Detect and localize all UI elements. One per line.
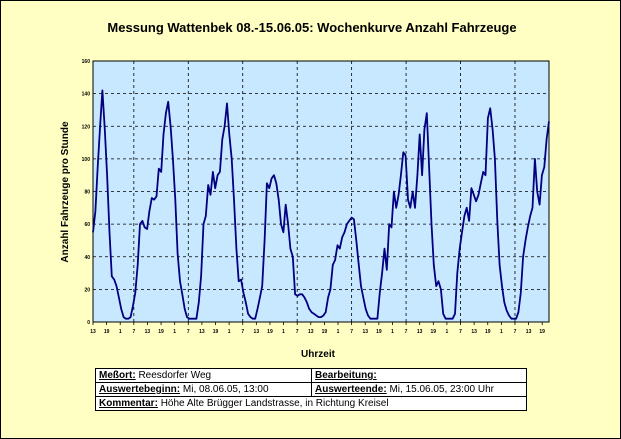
x-tick-label: 1	[228, 329, 231, 335]
messort-value: Reesdorfer Weg	[138, 370, 212, 381]
x-tick-label: 19	[158, 329, 164, 335]
x-tick-label: 1	[282, 329, 285, 335]
x-tick-label: 13	[199, 329, 205, 335]
x-tick-label: 13	[90, 329, 96, 335]
x-tick-label: 13	[471, 329, 477, 335]
info-table: Meßort: Reesdorfer Weg Bearbeitung: Ausw…	[95, 368, 527, 411]
x-tick-label: 19	[267, 329, 273, 335]
y-tick-label: 60	[84, 222, 90, 228]
chart-title: Messung Wattenbek 08.-15.06.05: Wochenku…	[107, 20, 516, 35]
y-tick-label: 0	[87, 320, 90, 326]
x-tick-label: 1	[119, 329, 122, 335]
x-axis-title: Uhrzeit	[301, 349, 336, 360]
ende-label: Auswerteende:	[315, 384, 387, 395]
x-tick-label: 7	[132, 329, 135, 335]
x-tick-label: 7	[459, 329, 462, 335]
messort-cell: Meßort: Reesdorfer Weg	[96, 369, 311, 382]
x-tick-label: 13	[526, 329, 532, 335]
messort-label: Meßort:	[99, 370, 136, 381]
info-row-3: Kommentar: Höhe Alte Brügger Landstrasse…	[96, 397, 526, 410]
x-tick-label: 13	[362, 329, 368, 335]
x-tick-label: 1	[337, 329, 340, 335]
x-tick-label: 13	[308, 329, 314, 335]
kommentar-cell: Kommentar: Höhe Alte Brügger Landstrasse…	[96, 397, 392, 410]
x-tick-label: 19	[376, 329, 382, 335]
x-tick-label: 7	[350, 329, 353, 335]
kommentar-value: Höhe Alte Brügger Landstrasse, in Richtu…	[160, 398, 389, 409]
bearbeitung-cell: Bearbeitung:	[311, 369, 526, 382]
y-tick-label: 80	[84, 190, 90, 196]
y-tick-label: 40	[84, 255, 90, 261]
beginn-label: Auswertebeginn:	[99, 384, 181, 395]
x-tick-label: 1	[446, 329, 449, 335]
series-line	[92, 89, 550, 320]
bearbeitung-label: Bearbeitung:	[315, 370, 377, 381]
x-tick-label: 19	[213, 329, 219, 335]
x-tick-label: 7	[405, 329, 408, 335]
beginn-cell: Auswertebeginn: Mi, 08.06.05, 13:00	[96, 383, 311, 396]
y-axis-title: Anzahl Fahrzeuge pro Stunde	[60, 121, 71, 263]
x-tick-label: 7	[514, 329, 517, 335]
x-tick-label: 1	[391, 329, 394, 335]
kommentar-label: Kommentar:	[99, 398, 158, 409]
beginn-value: Mi, 08.06.05, 13:00	[182, 384, 269, 395]
x-tick-label: 19	[485, 329, 491, 335]
ende-cell: Auswerteende: Mi, 15.06.05, 23:00 Uhr	[311, 383, 526, 396]
x-tick-label: 13	[254, 329, 260, 335]
info-row-1: Meßort: Reesdorfer Weg Bearbeitung:	[96, 369, 526, 383]
x-tick-label: 1	[173, 329, 176, 335]
x-tick-label: 19	[431, 329, 437, 335]
y-tick-label: 120	[82, 124, 91, 130]
ende-value: Mi, 15.06.05, 23:00 Uhr	[389, 384, 494, 395]
y-tick-label: 100	[82, 157, 91, 163]
x-tick-label: 7	[296, 329, 299, 335]
x-tick-label: 19	[104, 329, 110, 335]
x-tick-label: 13	[417, 329, 423, 335]
x-tick-label: 13	[145, 329, 151, 335]
x-tick-label: 1	[500, 329, 503, 335]
x-tick-label: 19	[539, 329, 545, 335]
y-tick-label: 20	[84, 287, 90, 293]
y-tick-label: 160	[82, 59, 91, 65]
x-tick-label: 7	[187, 329, 190, 335]
x-tick-label: 19	[322, 329, 328, 335]
x-tick-label: 7	[241, 329, 244, 335]
info-row-2: Auswertebeginn: Mi, 08.06.05, 13:00 Ausw…	[96, 383, 526, 397]
y-tick-label: 140	[82, 92, 91, 98]
